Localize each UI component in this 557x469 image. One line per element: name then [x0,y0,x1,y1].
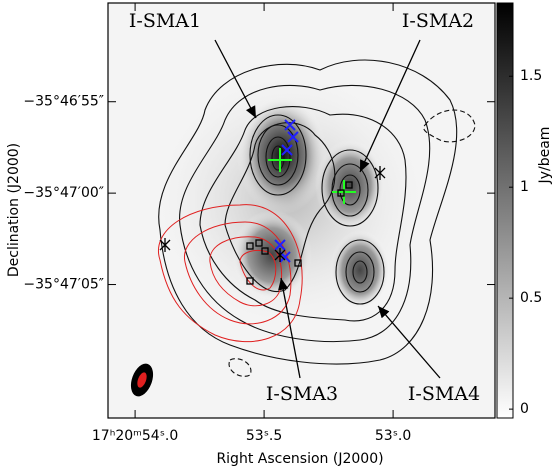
source-label: I-SMA3 [266,383,338,405]
y-tick-label: −35°46′55″ [23,94,104,110]
x-tick-label: 53ˢ.0 [375,428,411,444]
source-label: I-SMA2 [402,10,474,32]
y-tick-label: −35°47′00″ [23,185,104,201]
source-label: I-SMA4 [408,383,480,405]
y-tick-label: −35°47′05″ [23,277,104,293]
image [108,3,495,418]
y-axis-label: Declination (J2000) [6,143,22,277]
colorbar-tick-label: 1 [520,179,529,195]
colorbar-label: Jy/beam [537,127,553,185]
plot-frame [107,2,496,419]
colorbar-tick-label: 0 [520,401,529,417]
x-tick-label: 17ʰ20ᵐ54ˢ.0 [92,428,178,444]
colorbar [496,2,514,419]
colorbar-tick-label: 0.5 [520,290,542,306]
source-label: I-SMA1 [129,10,201,32]
colorbar-tick-label: 1.5 [520,68,542,84]
arrows [214,39,441,379]
x-tick-label: 53ˢ.5 [246,428,282,444]
x-axis-label: Right Ascension (J2000) [216,451,383,467]
